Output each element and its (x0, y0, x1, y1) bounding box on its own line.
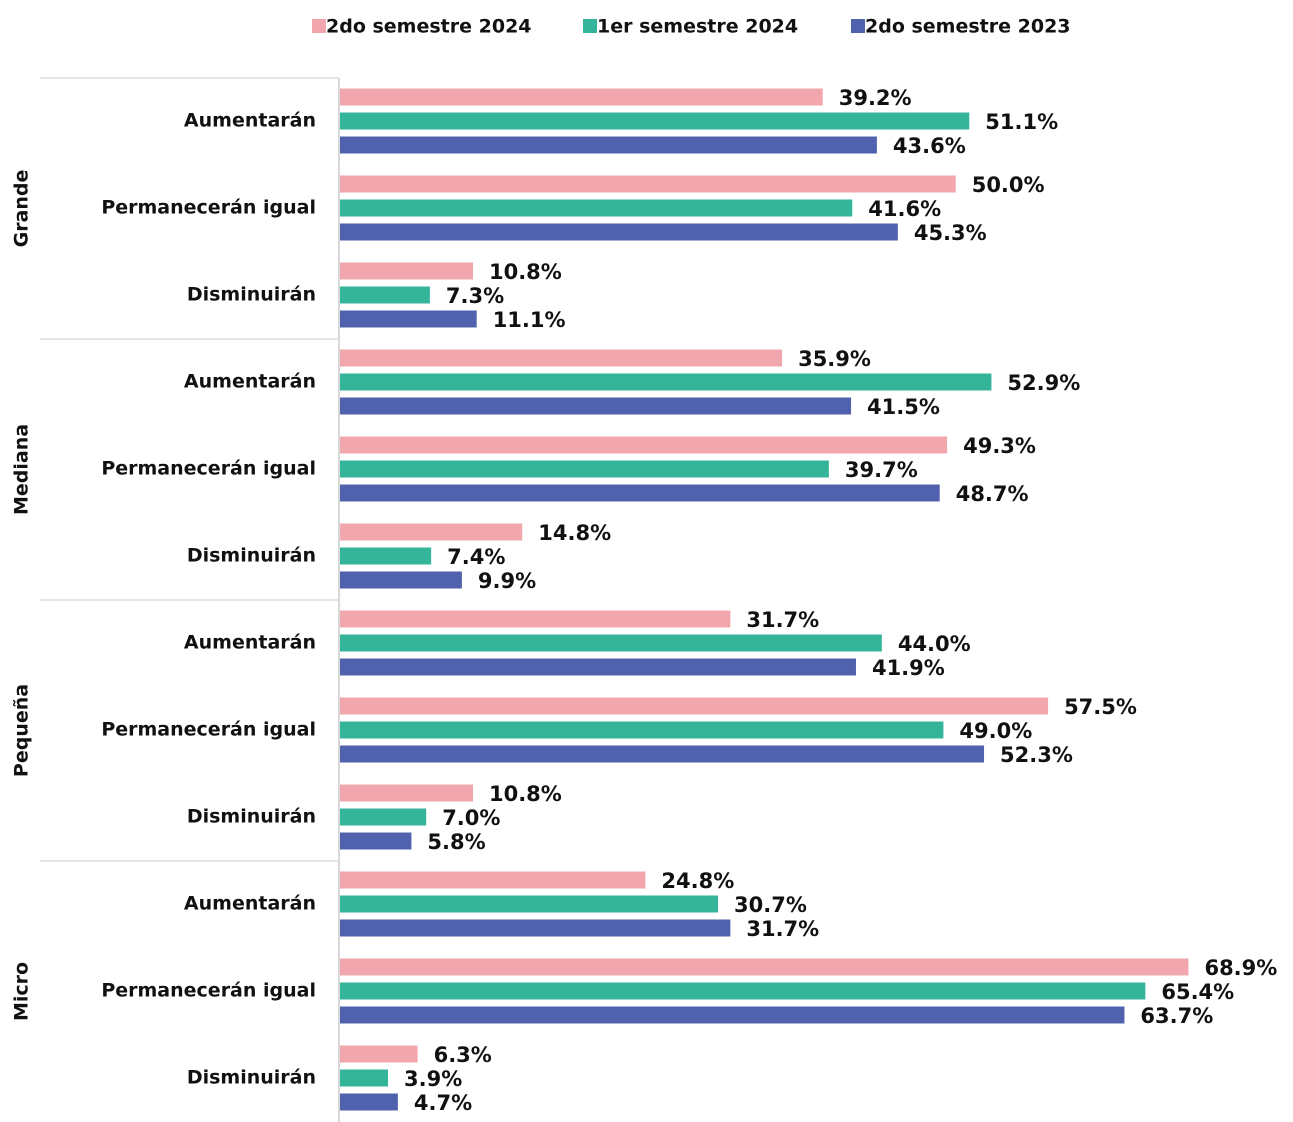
value-label: 68.9% (1204, 956, 1277, 980)
bar (340, 88, 823, 106)
value-label: 3.9% (404, 1067, 462, 1091)
category-label: Disminuirán (187, 806, 316, 828)
value-label: 51.1% (985, 110, 1058, 134)
bar (340, 1006, 1125, 1024)
value-label: 52.3% (1000, 743, 1073, 767)
value-label: 57.5% (1064, 695, 1137, 719)
bar (340, 199, 853, 217)
bar (340, 523, 523, 541)
value-label: 9.9% (478, 569, 536, 593)
bar (340, 373, 992, 391)
bar (340, 484, 940, 502)
value-label: 41.6% (868, 197, 941, 221)
value-label: 44.0% (898, 632, 971, 656)
bar (340, 745, 985, 763)
legend-label: 1er semestre 2024 (597, 16, 798, 38)
value-label: 65.4% (1161, 980, 1234, 1004)
bar (340, 571, 462, 589)
category-label: Permanecerán igual (101, 980, 316, 1002)
legend-label: 2do semestre 2023 (865, 16, 1071, 38)
bar (340, 634, 882, 652)
bar (340, 286, 430, 304)
bar (340, 784, 473, 802)
bar (340, 175, 956, 193)
value-label: 39.7% (845, 458, 918, 482)
value-label: 49.0% (959, 719, 1032, 743)
category-label: Disminuirán (187, 1067, 316, 1089)
bar (340, 223, 898, 241)
value-label: 41.9% (872, 656, 945, 680)
value-label: 63.7% (1140, 1004, 1213, 1028)
value-label: 45.3% (914, 221, 987, 245)
category-label: Disminuirán (187, 545, 316, 567)
bar (340, 808, 427, 826)
bar (340, 697, 1049, 715)
bar (340, 136, 877, 154)
category-label: Permanecerán igual (101, 197, 316, 219)
value-label: 31.7% (746, 608, 819, 632)
value-label: 24.8% (661, 869, 734, 893)
value-label: 30.7% (734, 893, 807, 917)
bar (340, 460, 829, 478)
category-label: Disminuirán (187, 284, 316, 306)
bar (340, 547, 432, 565)
bar (340, 982, 1146, 1000)
value-label: 41.5% (867, 395, 940, 419)
category-label: Aumentarán (184, 110, 316, 132)
category-label: Aumentarán (184, 893, 316, 915)
bar (340, 871, 646, 889)
group-label: Micro (11, 962, 33, 1021)
group-label: Grande (11, 170, 33, 248)
value-label: 49.3% (963, 434, 1036, 458)
value-label: 7.3% (446, 284, 504, 308)
category-label: Aumentarán (184, 371, 316, 393)
value-label: 4.7% (414, 1091, 472, 1115)
value-label: 39.2% (839, 86, 912, 110)
value-label: 6.3% (434, 1043, 492, 1067)
bar (340, 832, 412, 850)
value-label: 10.8% (489, 260, 562, 284)
category-label: Permanecerán igual (101, 458, 316, 480)
group-label: Mediana (11, 424, 33, 515)
bar (340, 958, 1189, 976)
value-label: 7.0% (442, 806, 500, 830)
value-label: 31.7% (746, 917, 819, 941)
value-label: 10.8% (489, 782, 562, 806)
bar (340, 1093, 398, 1111)
value-label: 14.8% (538, 521, 611, 545)
category-label: Permanecerán igual (101, 719, 316, 741)
bar (340, 310, 477, 328)
bar (340, 610, 731, 628)
value-label: 52.9% (1007, 371, 1080, 395)
bar (340, 1069, 389, 1087)
bar (340, 397, 852, 415)
bar (340, 262, 473, 280)
bar (340, 658, 856, 676)
value-label: 48.7% (956, 482, 1029, 506)
value-label: 50.0% (972, 173, 1045, 197)
bar (340, 112, 970, 130)
bar (340, 919, 731, 937)
value-label: 11.1% (493, 308, 566, 332)
bar (340, 349, 783, 367)
legend-swatch (583, 19, 597, 33)
legend-label: 2do semestre 2024 (326, 16, 532, 38)
value-label: 7.4% (447, 545, 505, 569)
bar (340, 721, 944, 739)
bar (340, 895, 719, 913)
bar (340, 436, 948, 454)
value-label: 43.6% (893, 134, 966, 158)
group-label: Pequeña (11, 684, 33, 777)
category-label: Aumentarán (184, 632, 316, 654)
bar (340, 1045, 418, 1063)
legend-swatch (312, 19, 326, 33)
value-label: 5.8% (427, 830, 485, 854)
legend-swatch (851, 19, 865, 33)
value-label: 35.9% (798, 347, 871, 371)
